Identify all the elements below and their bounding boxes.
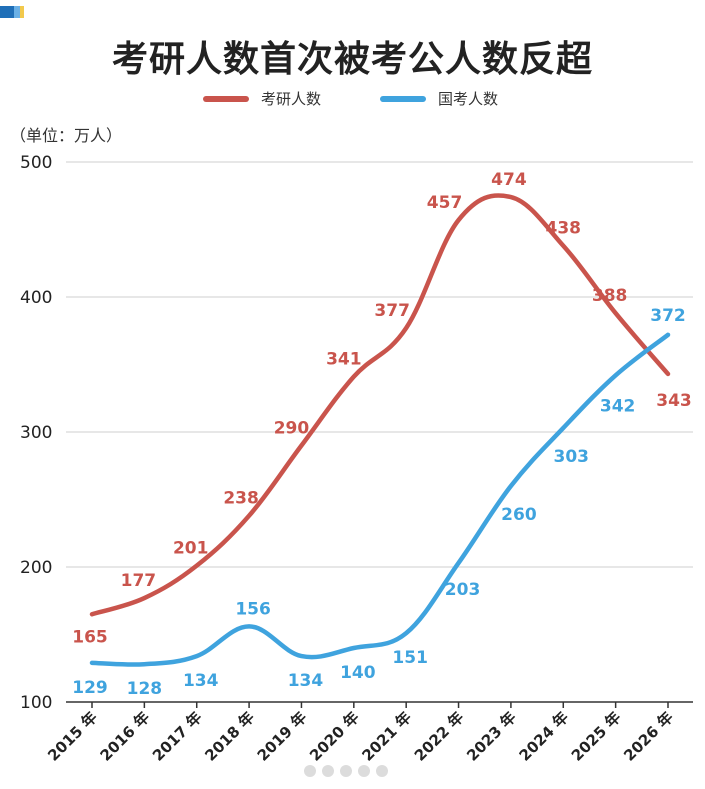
data-label-guokao: 134 — [183, 671, 219, 691]
x-tick-label: 2022 年 — [411, 708, 468, 765]
legend-label-kaoyan: 考研人数 — [261, 90, 322, 108]
data-label-guokao: 140 — [340, 663, 376, 683]
x-tick-label: 2024 年 — [516, 708, 573, 765]
x-tick-label: 2019 年 — [254, 708, 311, 765]
x-tick-label: 2017 年 — [149, 708, 206, 765]
x-tick-label: 2023 年 — [463, 708, 520, 765]
data-label-kaoyan: 343 — [656, 391, 692, 411]
data-label-guokao: 128 — [127, 679, 163, 699]
legend-swatch-guokao — [380, 95, 426, 102]
corner-decoration — [0, 0, 26, 20]
data-label-kaoyan: 438 — [546, 219, 582, 239]
data-label-guokao: 134 — [288, 671, 324, 691]
data-label-kaoyan: 177 — [121, 571, 157, 591]
x-tick-label: 2018 年 — [201, 708, 258, 765]
x-tick-label: 2020 年 — [306, 708, 363, 765]
x-tick-label: 2016 年 — [97, 708, 154, 765]
data-label-guokao: 129 — [72, 678, 108, 698]
data-label-kaoyan: 290 — [274, 419, 310, 439]
series-line-kaoyan — [89, 193, 671, 617]
data-label-kaoyan: 377 — [374, 301, 410, 321]
x-tick-label: 2025 年 — [568, 708, 625, 765]
unit-label: （单位：万人） — [10, 126, 123, 145]
chart-title: 考研人数首次被考公人数反超 — [111, 39, 593, 80]
data-label-kaoyan: 201 — [173, 539, 209, 559]
data-label-guokao: 372 — [650, 306, 686, 326]
data-label-guokao: 156 — [235, 599, 271, 619]
x-tick-label: 2026 年 — [620, 708, 677, 765]
legend-label-guokao: 国考人数 — [438, 90, 499, 108]
legend: 考研人数 国考人数 — [0, 88, 705, 112]
watermark — [300, 762, 404, 780]
legend-swatch-kaoyan — [203, 95, 249, 102]
y-tick-label: 100 — [20, 693, 52, 713]
series-line-guokao — [89, 332, 671, 667]
y-tick-label: 400 — [20, 288, 52, 308]
x-tick-label: 2021 年 — [358, 708, 415, 765]
x-tick-label: 2015 年 — [44, 708, 101, 765]
y-tick-label: 500 — [20, 153, 52, 173]
data-label-guokao: 260 — [501, 505, 537, 525]
data-label-kaoyan: 165 — [72, 627, 108, 647]
data-label-kaoyan: 341 — [326, 350, 362, 370]
data-label-guokao: 151 — [392, 648, 428, 668]
data-label-kaoyan: 388 — [592, 286, 628, 306]
data-label-kaoyan: 238 — [223, 489, 259, 509]
data-label-guokao: 203 — [445, 580, 481, 600]
data-label-guokao: 342 — [600, 396, 636, 416]
legend-item-kaoyan: 考研人数 — [203, 88, 321, 109]
data-label-kaoyan: 457 — [427, 193, 463, 213]
y-tick-label: 300 — [20, 423, 52, 443]
legend-item-guokao: 国考人数 — [380, 88, 498, 109]
data-label-kaoyan: 474 — [491, 170, 527, 190]
y-tick-label: 200 — [20, 558, 52, 578]
data-label-guokao: 303 — [554, 447, 590, 467]
